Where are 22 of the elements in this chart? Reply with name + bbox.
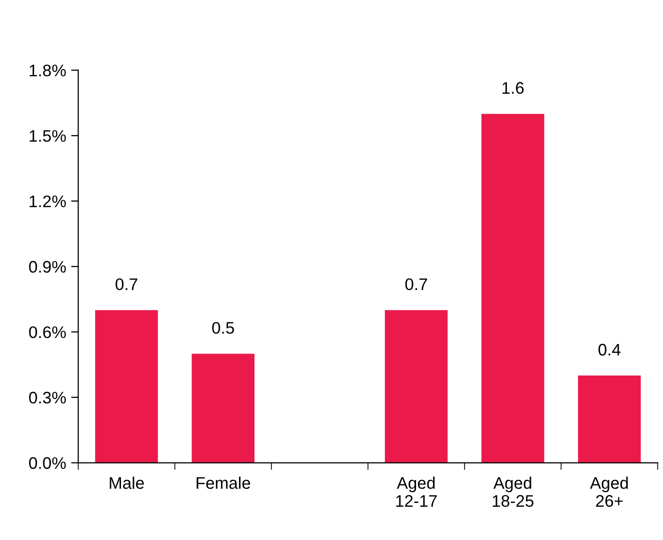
bar bbox=[192, 354, 254, 463]
data-label: 1.6 bbox=[502, 82, 524, 94]
x-tick-label: Female bbox=[196, 476, 250, 489]
data-label: 0.7 bbox=[405, 278, 427, 290]
data-label: 0.5 bbox=[212, 322, 234, 334]
bar bbox=[578, 376, 641, 463]
y-tick-label: 0.3% bbox=[29, 392, 66, 404]
x-tick-label: Aged 26+ bbox=[590, 476, 628, 507]
data-label: 0.4 bbox=[598, 344, 621, 356]
data-label: 0.7 bbox=[116, 278, 138, 290]
bar bbox=[481, 114, 544, 463]
x-tick-label: Male bbox=[110, 476, 144, 489]
y-tick-label: 0.9% bbox=[29, 260, 66, 273]
x-tick-label: Aged 18-25 bbox=[492, 476, 534, 507]
y-tick-label: 1.5% bbox=[30, 130, 66, 142]
y-tick-label: 1.2% bbox=[30, 195, 66, 208]
bar bbox=[95, 310, 158, 463]
y-tick-label: 0.6% bbox=[29, 326, 66, 338]
y-tick-label: 1.8% bbox=[30, 64, 66, 76]
bar bbox=[384, 310, 448, 463]
y-tick-label: 0.0% bbox=[29, 457, 66, 469]
x-tick-label: Aged 12-17 bbox=[396, 476, 437, 507]
